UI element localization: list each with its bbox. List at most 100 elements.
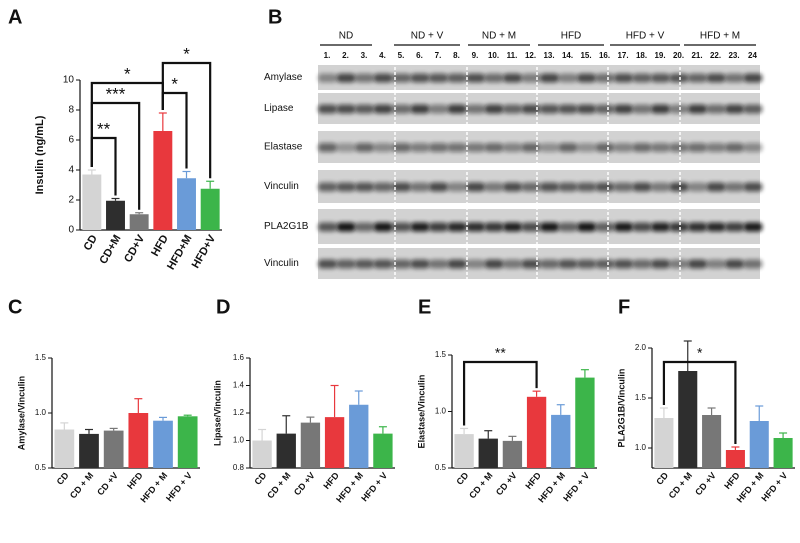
blot-band bbox=[558, 143, 578, 152]
blot-band bbox=[503, 182, 522, 192]
group-label: ND + V bbox=[411, 31, 444, 42]
blot-band bbox=[410, 259, 430, 269]
blot-band bbox=[651, 104, 670, 114]
y-tick-label: 0.5 bbox=[435, 463, 447, 472]
significance-bracket bbox=[161, 61, 212, 179]
blot-band bbox=[410, 182, 430, 192]
blot-band bbox=[577, 73, 596, 83]
y-tick-label: 1.5 bbox=[635, 393, 647, 402]
lane-label: 16. bbox=[599, 51, 610, 60]
blot-band bbox=[318, 73, 337, 83]
blot-band bbox=[614, 143, 633, 152]
lane-label: 21. bbox=[691, 51, 702, 60]
blot-band bbox=[540, 182, 559, 192]
group-label: ND bbox=[339, 31, 353, 42]
x-tick-label: HFD + V bbox=[759, 470, 789, 503]
row-label: Elastase bbox=[264, 142, 303, 153]
blot-band bbox=[558, 73, 578, 83]
y-tick-label: 1.0 bbox=[435, 407, 447, 416]
bar bbox=[177, 178, 196, 230]
blot-band bbox=[651, 73, 670, 83]
blot-band bbox=[410, 104, 430, 114]
bar bbox=[103, 430, 124, 468]
blot-band bbox=[336, 143, 356, 152]
blot-band bbox=[318, 143, 337, 152]
blot-band bbox=[595, 104, 615, 114]
blot-band bbox=[318, 222, 337, 232]
blot-band bbox=[318, 259, 337, 269]
blot-band bbox=[429, 222, 448, 232]
blot-band bbox=[669, 259, 689, 269]
blot-band bbox=[669, 222, 689, 232]
bar bbox=[678, 371, 698, 468]
lane-label: 8. bbox=[453, 51, 460, 60]
blot-band bbox=[373, 73, 393, 83]
lane-label: 2. bbox=[342, 51, 349, 60]
blot-band bbox=[373, 222, 393, 232]
blot-band bbox=[355, 104, 374, 114]
blot-band bbox=[521, 104, 541, 114]
blot-band bbox=[373, 259, 393, 269]
row-label: Vinculin bbox=[264, 258, 299, 269]
blot-band bbox=[688, 104, 707, 114]
blot-band bbox=[429, 143, 448, 152]
blot-band bbox=[429, 182, 448, 192]
blot-band bbox=[725, 104, 744, 114]
x-tick-label: CD + M bbox=[467, 470, 494, 500]
blot-band bbox=[429, 259, 448, 269]
lane-label: 9. bbox=[472, 51, 479, 60]
y-tick-label: 6 bbox=[68, 135, 74, 146]
y-tick-label: 1.6 bbox=[233, 353, 245, 362]
blot-band bbox=[706, 104, 726, 114]
blot-band bbox=[595, 259, 615, 269]
blot-band bbox=[669, 104, 689, 114]
bar bbox=[153, 420, 173, 468]
row-label: PLA2G1B bbox=[264, 221, 309, 232]
bar bbox=[129, 214, 149, 230]
blot-band bbox=[632, 73, 652, 83]
blot-band bbox=[743, 182, 763, 192]
lane-label: 11. bbox=[507, 51, 518, 60]
blot-band bbox=[484, 182, 504, 192]
y-tick-label: 1.5 bbox=[35, 353, 47, 362]
blot-band bbox=[355, 182, 374, 192]
y-axis-label: PLA2G1B/Vinculin bbox=[616, 369, 626, 448]
blot-band bbox=[725, 143, 744, 152]
blot-band bbox=[466, 104, 485, 114]
y-tick-label: 0.5 bbox=[35, 463, 47, 472]
blot-band bbox=[725, 182, 744, 192]
x-tick-label: CD bbox=[55, 470, 71, 487]
lane-label: 5. bbox=[398, 51, 405, 60]
blot-band bbox=[503, 259, 522, 269]
blot-band bbox=[336, 104, 356, 114]
blot-band bbox=[651, 222, 670, 232]
row-label: Lipase bbox=[264, 103, 294, 114]
x-tick-label: CD +V bbox=[693, 470, 718, 497]
blot-band bbox=[355, 259, 374, 269]
blot-band bbox=[392, 104, 411, 114]
x-tick-label: CD + M bbox=[265, 470, 292, 500]
blot-band bbox=[410, 73, 430, 83]
blot-band bbox=[614, 104, 633, 114]
panel-letter: F bbox=[618, 296, 630, 318]
lane-label: 6. bbox=[416, 51, 423, 60]
lane-label: 20. bbox=[673, 51, 684, 60]
blot-band bbox=[540, 73, 559, 83]
blot-band bbox=[447, 104, 467, 114]
blot-band bbox=[373, 104, 393, 114]
blot-band bbox=[706, 182, 726, 192]
blot-band bbox=[540, 259, 559, 269]
bar bbox=[478, 438, 498, 468]
blot-band bbox=[743, 73, 763, 83]
bar bbox=[502, 440, 523, 468]
bar bbox=[702, 415, 722, 468]
blot-band bbox=[447, 182, 467, 192]
blot-band bbox=[503, 73, 522, 83]
blot-band bbox=[392, 182, 411, 192]
y-axis-label: Elastase/Vinculin bbox=[416, 375, 426, 449]
x-tick-label: HFD + V bbox=[359, 470, 389, 503]
bar bbox=[654, 418, 674, 468]
blot-band bbox=[392, 73, 411, 83]
significance-label: * bbox=[183, 44, 190, 63]
